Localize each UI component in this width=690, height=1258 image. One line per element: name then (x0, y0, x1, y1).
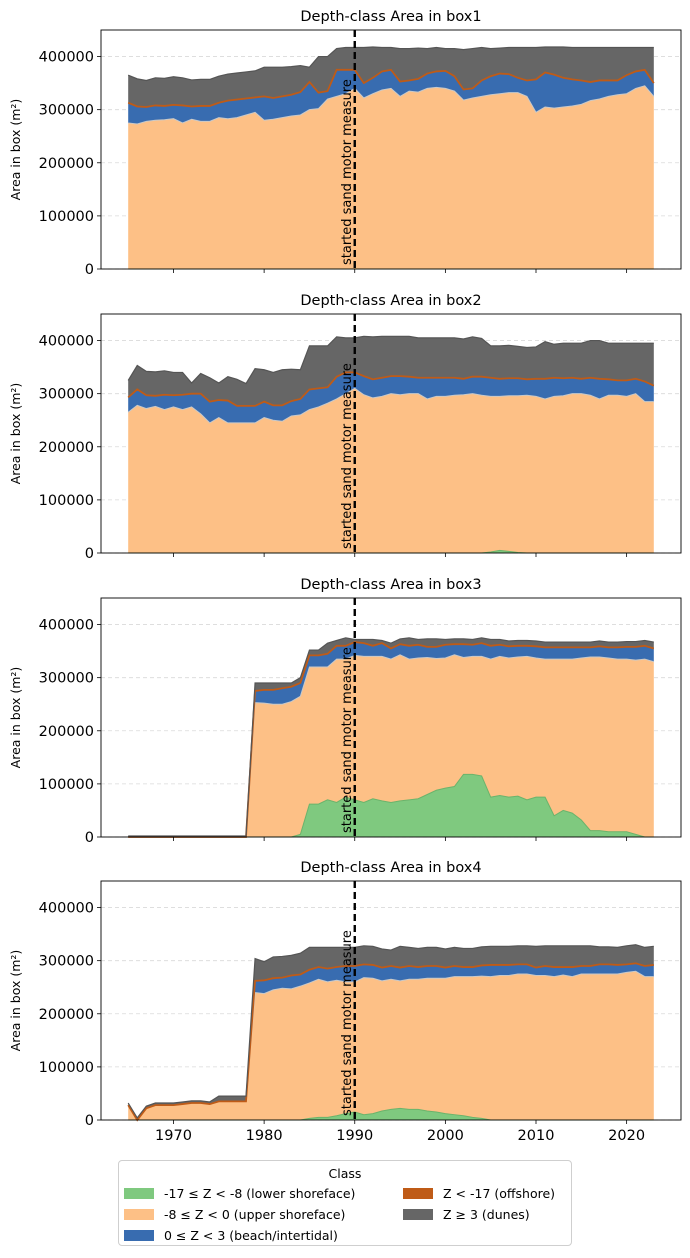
y-tick-label: 200000 (39, 156, 94, 172)
y-tick-label: 300000 (39, 671, 94, 687)
area-series-2 (128, 372, 654, 423)
y-tick-label: 0 (85, 1113, 94, 1129)
legend-swatch (403, 1208, 433, 1220)
x-tick-label: 2020 (608, 1128, 645, 1144)
legend: Class -17 ≤ Z < -8 (lower shoreface) Z <… (118, 1160, 572, 1246)
y-tick-label: 400000 (39, 901, 94, 917)
chart-panel-2: 0 100000 200000 300000 400000 started sand mo… (8, 293, 682, 562)
legend-item: Z ≥ 3 (dunes) (403, 1206, 563, 1222)
area-series-4 (128, 336, 654, 406)
series-line-3 (127, 371, 655, 407)
series-line-3 (127, 68, 655, 108)
series-line-1 (127, 387, 654, 424)
area-series-1 (128, 85, 654, 270)
y-tick-label: 100000 (39, 493, 94, 509)
legend-swatch (124, 1229, 154, 1241)
y-tick-label: 200000 (39, 1007, 94, 1023)
legend-label: -17 ≤ Z < -8 (lower shoreface) (164, 1185, 356, 1201)
measure-label: started sand motor measure (340, 930, 355, 1116)
area-series-4 (128, 47, 654, 108)
measure-label: started sand motor measure (340, 647, 355, 833)
y-tick-label: 100000 (39, 209, 94, 225)
y-tick-label: 100000 (39, 777, 94, 793)
legend-swatch (124, 1208, 154, 1220)
legend-swatch (124, 1187, 154, 1199)
x-tick-label: 2010 (518, 1128, 555, 1144)
y-tick-label: 0 (85, 262, 94, 278)
legend-label: -8 ≤ Z < 0 (upper shoreface) (164, 1206, 346, 1222)
chart-title: Depth-class Area in box1 (300, 9, 481, 25)
y-tick-label: 400000 (39, 618, 94, 634)
y-axis-label: Area in box (m²) (8, 950, 23, 1052)
area-series-0 (128, 1108, 654, 1120)
y-tick-label: 0 (85, 546, 94, 562)
legend-title: Class (328, 1166, 362, 1181)
area-series-1 (128, 388, 654, 553)
legend-item: -17 ≤ Z < -8 (lower shoreface) (124, 1185, 403, 1201)
legend-grid: -17 ≤ Z < -8 (lower shoreface) Z < -17 (… (119, 1185, 571, 1243)
x-tick-label: 2000 (427, 1128, 464, 1144)
series-line-4 (127, 335, 654, 385)
legend-label: 0 ≤ Z < 3 (beach/intertidal) (164, 1227, 338, 1243)
y-tick-label: 300000 (39, 387, 94, 403)
x-tick-label: 1980 (246, 1128, 283, 1144)
y-tick-label: 200000 (39, 440, 94, 456)
y-tick-label: 400000 (39, 334, 94, 350)
measure-label: started sand motor measure (340, 79, 355, 265)
y-tick-label: 400000 (39, 50, 94, 66)
y-axis-label: Area in box (m²) (8, 667, 23, 769)
area-series-0 (128, 774, 654, 837)
chart-title: Depth-class Area in box3 (300, 577, 481, 593)
y-tick-label: 100000 (39, 1060, 94, 1076)
legend-item: Z < -17 (offshore) (403, 1185, 563, 1201)
legend-label: Z < -17 (offshore) (443, 1185, 556, 1201)
series-line-4 (127, 46, 654, 82)
legend-item: -8 ≤ Z < 0 (upper shoreface) (124, 1206, 403, 1222)
y-axis-label: Area in box (m²) (8, 383, 23, 485)
measure-label: started sand motor measure (340, 363, 355, 549)
area-series-2 (128, 69, 654, 125)
chart-panel-1: 0 100000 200000 300000 400000 started sand mo… (8, 9, 682, 278)
y-tick-label: 300000 (39, 954, 94, 970)
y-tick-label: 0 (85, 830, 94, 846)
plot-frame (100, 29, 682, 270)
y-axis-label: Area in box (m²) (8, 99, 23, 201)
legend-swatch (403, 1187, 433, 1199)
chart-title: Depth-class Area in box4 (300, 860, 481, 876)
series-line-1 (128, 85, 655, 125)
area-series-1 (128, 971, 654, 1120)
series-line-4 (127, 944, 654, 1119)
area-series-4 (128, 637, 654, 837)
legend-item: 0 ≤ Z < 3 (beach/intertidal) (124, 1227, 403, 1243)
y-tick-label: 200000 (39, 724, 94, 740)
plot-frame (100, 597, 682, 838)
plot-frame (100, 313, 682, 554)
series-line-3 (127, 962, 654, 1122)
chart-panel-3: 0 100000 200000 300000 400000 started sand mo… (8, 577, 682, 846)
y-tick-label: 300000 (39, 103, 94, 119)
plot-frame (100, 880, 682, 1121)
series-line-4 (128, 637, 654, 837)
chart-title: Depth-class Area in box2 (300, 293, 481, 309)
legend-label: Z ≥ 3 (dunes) (443, 1206, 530, 1222)
x-tick-label: 1970 (155, 1128, 192, 1144)
x-tick-label: 1990 (336, 1128, 373, 1144)
chart-panel-4: 0 100000 200000 300000 400000 started sand mo… (8, 860, 682, 1144)
area-series-1 (128, 654, 654, 837)
